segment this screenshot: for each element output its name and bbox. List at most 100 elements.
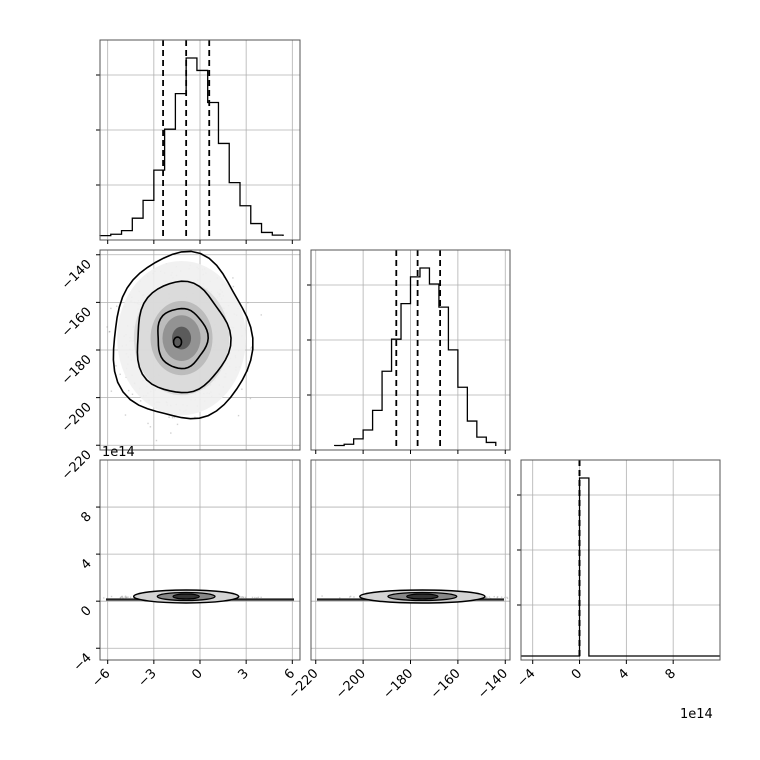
- sample-point: [247, 301, 249, 304]
- sample-point: [251, 596, 254, 599]
- axis-p1-bottom-xtick-label-1: −200: [333, 666, 369, 702]
- sample-point: [119, 373, 121, 376]
- contour-core: [172, 336, 183, 348]
- sample-point: [250, 347, 252, 349]
- sample-point: [106, 326, 108, 328]
- offset-text-left: 1e14: [102, 445, 135, 460]
- sample-point: [110, 595, 113, 598]
- sample-point: [120, 596, 122, 599]
- hist-p2-frame: [520, 459, 721, 661]
- sample-point: [149, 426, 152, 428]
- sample-point: [115, 305, 118, 307]
- contour-level-1: [136, 280, 232, 394]
- sample-point: [127, 596, 129, 598]
- axis-p1-left-ytick-label-1: −200: [59, 400, 95, 436]
- sample-point: [339, 597, 341, 599]
- sample-point: [500, 596, 503, 598]
- sample-point: [237, 414, 240, 417]
- sample-point: [506, 596, 508, 599]
- sample-point: [125, 596, 128, 598]
- axis-p2-left-ytick-label-2: 4: [78, 556, 94, 572]
- sample-point: [127, 389, 130, 392]
- sample-point: [486, 596, 488, 598]
- sample-point: [349, 595, 352, 598]
- axis-p2-bottom-xtick-label-1: 0: [569, 666, 585, 682]
- sample-point: [256, 597, 258, 599]
- sample-point: [121, 595, 123, 598]
- sample-point: [485, 597, 487, 599]
- sample-point: [120, 596, 123, 598]
- hist-p1-steps: [334, 267, 497, 447]
- axis-p1-bottom-xtick-label-3: −160: [428, 666, 464, 702]
- contour-level-2: [406, 593, 439, 600]
- sample-point: [129, 596, 132, 598]
- sample-point: [103, 597, 105, 599]
- axis-p0-bottom-xtick-label-0: −6: [89, 666, 113, 690]
- hist-p0-steps: [99, 57, 284, 237]
- sample-point: [110, 390, 113, 392]
- sample-point: [155, 439, 158, 442]
- sample-point: [126, 596, 128, 599]
- axis-p2-bottom-xtick-label-3: 8: [663, 666, 679, 682]
- sample-point: [349, 596, 351, 598]
- axis-p1-left-ytick-label-0: −220: [59, 447, 95, 483]
- sample-point: [244, 596, 247, 599]
- axis-p2-left-ytick-label-1: 0: [78, 603, 94, 619]
- sample-point: [108, 331, 111, 333]
- sample-point: [125, 596, 127, 599]
- sample-point: [170, 432, 172, 434]
- sample-point: [506, 597, 509, 600]
- axis-p0-bottom-xtick-label-2: 0: [189, 666, 205, 682]
- sample-point: [171, 417, 174, 419]
- sample-point: [115, 365, 117, 367]
- contour-level-2: [157, 307, 210, 370]
- axis-p2-left-ytick-label-3: 8: [78, 509, 94, 525]
- contour-level-0: [112, 250, 254, 420]
- sample-point: [176, 423, 179, 426]
- sample-point: [110, 307, 112, 310]
- sample-point: [124, 414, 127, 416]
- sample-point: [260, 314, 262, 316]
- axis-p0-bottom-xtick-label-1: −3: [136, 666, 160, 690]
- sample-point: [496, 596, 499, 598]
- joint-density-4: [172, 326, 192, 350]
- contour-level-2: [172, 593, 200, 600]
- sample-point: [131, 393, 134, 395]
- sample-point: [122, 597, 124, 599]
- axis-p1-bottom-xtick-label-2: −180: [380, 666, 416, 702]
- sample-point: [124, 596, 126, 598]
- sample-point: [109, 330, 111, 333]
- axis-p1-bottom-xtick-label-4: −140: [475, 666, 511, 702]
- sample-point: [260, 596, 262, 599]
- sample-point: [139, 400, 142, 402]
- sample-point: [241, 388, 243, 390]
- sample-point: [232, 285, 235, 288]
- axis-p2-bottom-xtick-label-2: 4: [616, 666, 632, 682]
- axis-p2-bottom-xtick-label-0: −4: [514, 666, 538, 690]
- sample-point: [321, 595, 323, 597]
- hist-p2-steps: [521, 477, 720, 657]
- sample-point: [173, 416, 176, 419]
- axis-p2-left-ytick-label-0: −4: [71, 650, 95, 674]
- sample-point: [249, 397, 252, 400]
- offset-text-bottom: 1e14: [680, 707, 713, 722]
- axis-p1-left-ytick-label-2: −180: [59, 352, 95, 388]
- sample-point: [503, 596, 506, 599]
- sample-point: [241, 596, 243, 598]
- sample-point: [239, 595, 241, 598]
- sample-point: [119, 597, 122, 599]
- sample-point: [257, 596, 260, 599]
- sample-point: [168, 416, 170, 418]
- axis-p1-left-ytick-label-4: −140: [59, 257, 95, 293]
- sample-point: [251, 346, 253, 348]
- sample-point: [488, 596, 491, 598]
- axis-p0-bottom-xtick-label-3: 3: [236, 666, 252, 682]
- sample-point: [485, 596, 487, 598]
- sample-point: [194, 416, 196, 419]
- sample-point: [232, 277, 234, 279]
- sample-point: [353, 596, 355, 598]
- sample-point: [242, 596, 245, 598]
- sample-point: [121, 596, 124, 598]
- sample-point: [493, 595, 495, 598]
